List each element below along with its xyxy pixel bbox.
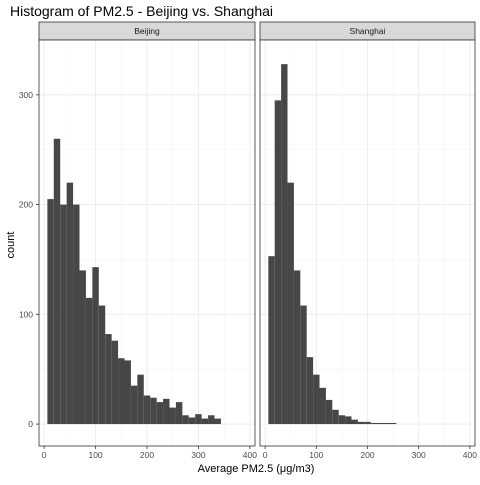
histogram-bar bbox=[150, 397, 157, 425]
histogram-bar bbox=[53, 138, 61, 425]
facet-panel-beijing: Beijing 0 100 200 300 400 bbox=[38, 21, 257, 460]
histogram-bar bbox=[208, 415, 215, 425]
histogram-bar bbox=[319, 387, 326, 425]
x-tick-label: 100 bbox=[88, 450, 102, 460]
histogram-bar bbox=[214, 418, 221, 425]
histogram-bar bbox=[73, 204, 80, 425]
histogram-bar bbox=[47, 199, 54, 425]
x-tick-label: 0 bbox=[263, 450, 268, 460]
histogram-bar bbox=[130, 385, 138, 425]
histogram-bar bbox=[351, 419, 358, 425]
histogram-bar bbox=[137, 374, 144, 425]
histogram-bar bbox=[118, 358, 125, 425]
y-tick-label: 100 bbox=[19, 309, 33, 319]
histogram-bar bbox=[60, 204, 67, 425]
facet-strip-label: Shanghai bbox=[350, 26, 386, 36]
histogram-bar bbox=[105, 334, 112, 425]
x-tick-label: 200 bbox=[140, 450, 154, 460]
x-tick-label: 200 bbox=[360, 450, 374, 460]
histogram-bar bbox=[364, 421, 371, 425]
histogram-bar bbox=[169, 407, 176, 425]
histogram-bar bbox=[357, 421, 365, 425]
histogram-bar bbox=[201, 418, 209, 425]
histogram-bar bbox=[306, 357, 314, 425]
x-tick-label: 300 bbox=[191, 450, 205, 460]
x-tick-label: 400 bbox=[463, 450, 477, 460]
x-tick-label: 400 bbox=[243, 450, 257, 460]
histogram-bar bbox=[313, 374, 320, 425]
histogram-bar bbox=[98, 305, 106, 425]
histogram-bar bbox=[338, 415, 346, 425]
histogram-bar bbox=[281, 64, 288, 425]
histogram-bar bbox=[182, 415, 189, 425]
chart-title: Histogram of PM2.5 - Beijing vs. Shangha… bbox=[10, 3, 273, 19]
histogram-bar bbox=[156, 402, 164, 425]
histogram-bar bbox=[332, 409, 339, 425]
y-tick-label: 300 bbox=[19, 90, 33, 100]
histogram-bar bbox=[124, 360, 131, 425]
y-tick-label: 200 bbox=[19, 200, 33, 210]
histogram-bar bbox=[163, 398, 170, 425]
x-tick-label: 0 bbox=[42, 450, 47, 460]
histogram-bar bbox=[66, 182, 74, 425]
facet-strip-label: Beijing bbox=[134, 26, 160, 36]
histogram-bar bbox=[370, 422, 378, 425]
facet-panels: 0 100 200 300 Beijing 0 100 200 300 400 Shanghai 0 1… bbox=[19, 21, 477, 460]
histogram-bar bbox=[287, 182, 294, 425]
x-tick-label: 100 bbox=[309, 450, 323, 460]
histogram-bar bbox=[377, 422, 384, 425]
facet-panel-shanghai: Shanghai 0 100 200 300 400 bbox=[259, 21, 477, 460]
histogram-bar bbox=[188, 417, 196, 425]
y-axis-label: count bbox=[5, 232, 17, 259]
histogram-bar bbox=[79, 270, 86, 425]
histogram-bar bbox=[175, 402, 183, 425]
histogram-bar bbox=[345, 416, 352, 425]
x-tick-label: 300 bbox=[412, 450, 426, 460]
histogram-bar bbox=[325, 399, 333, 425]
histogram-bar bbox=[195, 414, 202, 425]
histogram-bar bbox=[268, 256, 275, 425]
y-tick-label: 0 bbox=[28, 419, 33, 429]
histogram-bar bbox=[300, 305, 307, 425]
histogram-bar bbox=[383, 422, 390, 425]
x-axis-label: Average PM2.5 (μg/m3) bbox=[198, 463, 315, 475]
histogram-bar bbox=[92, 267, 99, 425]
histogram-bar bbox=[293, 270, 301, 425]
histogram-bar bbox=[111, 340, 119, 425]
histogram-bar bbox=[389, 422, 397, 425]
histogram-bar bbox=[85, 297, 93, 425]
histogram-bar bbox=[143, 395, 151, 425]
histogram-bar bbox=[274, 100, 282, 425]
